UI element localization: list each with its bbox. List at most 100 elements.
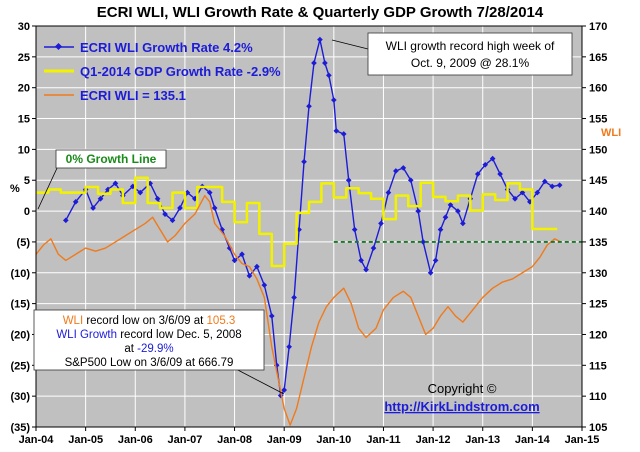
record-low-line4: S&P500 Low on 3/6/09 at 666.79 <box>65 357 234 369</box>
record-low-callout: WLI record low on 3/6/09 at 105.3 WLI Gr… <box>33 309 285 395</box>
right-tick-label: 120 <box>589 329 607 341</box>
record-low-line1-text: record low on 3/6/09 at <box>83 315 206 327</box>
data-point-wli-growth <box>261 282 268 288</box>
data-point-wli-growth <box>378 220 384 227</box>
data-point-wli-growth <box>177 205 183 211</box>
left-axis-label: % <box>10 183 20 195</box>
data-point-wli-growth <box>239 251 245 258</box>
record-low-line2-wli-growth: WLI Growth <box>56 329 117 341</box>
data-point-wli-growth <box>370 245 377 251</box>
data-point-wli-growth <box>497 171 503 177</box>
record-low-line3: at -29.9% <box>124 343 173 355</box>
copyright-text: Copyright © <box>428 381 497 396</box>
data-point-wli-growth <box>437 226 444 233</box>
growth-line-pointer <box>37 165 59 210</box>
right-tick-label: 155 <box>589 114 607 126</box>
data-point-wli-growth <box>358 257 364 264</box>
record-low-line1-wli: WLI <box>63 315 83 327</box>
legend-label-wli: ECRI WLI = 135.1 <box>80 88 186 103</box>
record-low-line1-value: 105.3 <box>207 315 236 327</box>
left-tick-label: 20 <box>18 83 30 95</box>
data-point-wli-growth <box>432 257 439 264</box>
x-tick-label: Jan-14 <box>515 434 551 446</box>
right-tick-label: 150 <box>589 144 607 156</box>
left-tick-label: 15 <box>18 114 30 126</box>
data-point-wli-growth <box>415 208 422 214</box>
data-point-wli-growth <box>291 294 297 301</box>
data-point-wli-growth <box>420 239 426 245</box>
series-layer <box>35 36 582 426</box>
data-point-wli-growth <box>455 208 461 214</box>
x-tick-label: Jan-11 <box>366 434 400 446</box>
right-tick-label: 115 <box>589 360 607 372</box>
data-point-wli-growth <box>72 198 79 205</box>
data-point-wli-growth <box>231 257 238 264</box>
series-line-gdp-growth <box>36 176 558 268</box>
record-high-box <box>367 32 573 76</box>
data-point-wli-growth <box>489 155 496 162</box>
left-tick-label: (35) <box>10 422 30 434</box>
data-point-wli-growth <box>549 183 556 190</box>
data-point-wli-growth <box>345 177 352 184</box>
right-tick-label: 125 <box>589 299 607 311</box>
data-point-wli-growth <box>442 214 449 221</box>
record-high-callout: WLI growth record high week of Oct. 9, 2… <box>331 32 573 76</box>
record-high-line1: WLI growth record high week of <box>386 39 555 53</box>
left-tick-label: 25 <box>18 52 30 64</box>
growth-line-callout: 0% Growth Line <box>37 149 167 210</box>
data-point-wli-growth <box>482 161 489 168</box>
data-point-wli-growth <box>162 211 168 217</box>
x-tick-label: Jan-12 <box>416 434 451 446</box>
data-point-wli-growth <box>326 72 332 79</box>
data-point-wli-growth <box>211 205 218 211</box>
data-point-wli-growth <box>301 158 307 165</box>
left-tick-label: (25) <box>10 360 30 372</box>
right-tick-label: 160 <box>589 83 607 95</box>
data-point-wli-growth <box>363 266 369 273</box>
right-tick-label: 130 <box>589 268 607 280</box>
left-tick-label: (30) <box>10 391 30 403</box>
right-axis-label: WLI <box>601 127 621 139</box>
right-tick-label: 105 <box>589 422 607 434</box>
data-point-wli-growth <box>474 171 481 177</box>
right-tick-label: 110 <box>589 391 607 403</box>
data-point-wli-growth <box>541 178 548 185</box>
right-tick-label: 140 <box>589 206 607 218</box>
record-low-line2: WLI Growth record low Dec. 5, 2008 <box>56 329 241 341</box>
legend-label-gdp: Q1-2014 GDP Growth Rate -2.9% <box>80 64 281 79</box>
data-point-wli-growth <box>385 189 392 196</box>
x-tick-label: Jan-09 <box>267 434 302 446</box>
record-low-pointer <box>233 367 285 395</box>
data-point-wli-growth <box>400 165 407 171</box>
data-point-wli-growth <box>112 180 119 187</box>
data-point-wli-growth <box>97 195 104 202</box>
data-point-wli-growth <box>351 226 358 233</box>
data-point-wli-growth <box>90 205 96 211</box>
website-link[interactable]: http://KirkLindstrom.com <box>384 399 539 414</box>
data-point-wli-growth <box>407 177 414 184</box>
tick-labels: 302520151050(5)(10)(15)(20)(25)(30)(35)1… <box>10 21 607 446</box>
record-low-line3-text: at <box>124 343 137 355</box>
x-tick-label: Jan-08 <box>217 434 252 446</box>
x-tick-label: Jan-04 <box>19 434 55 446</box>
data-point-wli-growth <box>393 168 399 174</box>
legend-label-wli-growth: ECRI WLI Growth Rate 4.2% <box>80 40 253 55</box>
x-tick-label: Jan-10 <box>316 434 351 446</box>
data-point-wli-growth <box>512 195 518 202</box>
data-point-wli-growth <box>137 189 144 196</box>
data-point-wli-growth <box>246 273 253 279</box>
left-tick-label: (20) <box>10 329 30 341</box>
x-tick-label: Jan-06 <box>118 434 153 446</box>
record-low-line1: WLI record low on 3/6/09 at 105.3 <box>63 315 236 327</box>
left-tick-label: (5) <box>17 237 31 249</box>
data-point-wli-growth <box>281 387 288 393</box>
data-point-wli-growth <box>340 131 347 137</box>
record-low-box <box>33 309 265 371</box>
data-point-wli-growth <box>169 217 176 224</box>
left-tick-label: 10 <box>18 144 30 156</box>
x-tick-label: Jan-05 <box>68 434 103 446</box>
data-point-wli-growth <box>268 313 275 319</box>
data-point-wli-growth <box>427 269 434 276</box>
